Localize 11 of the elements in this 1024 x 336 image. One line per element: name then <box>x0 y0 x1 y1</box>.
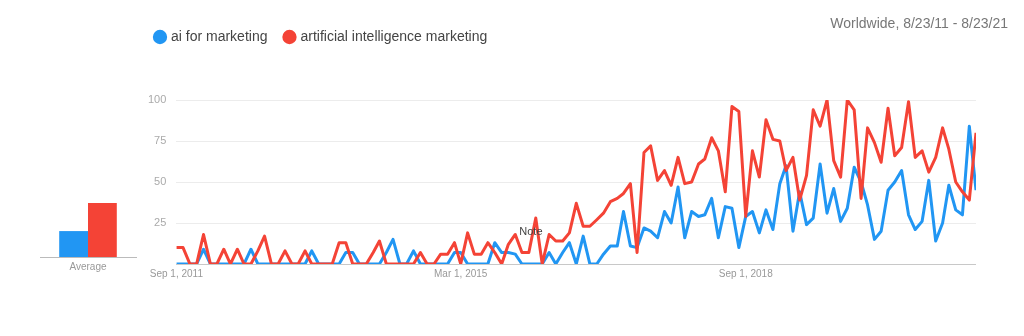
y-tick-label: 25 <box>154 216 167 229</box>
x-tick-label: Sep 1, 2011 <box>149 267 204 279</box>
legend-label: artificial intelligence marketing <box>300 27 488 44</box>
x-tick-label: Mar 1, 2015 <box>434 267 488 279</box>
x-tick-label: Sep 1, 2018 <box>718 267 774 279</box>
chart-subtitle: Worldwide, 8/23/11 - 8/23/21 <box>830 14 1009 31</box>
legend-label: ai for marketing <box>171 27 268 44</box>
y-tick-label: 50 <box>154 175 167 188</box>
y-tick-label: 75 <box>154 134 167 147</box>
x-tick-label: Average <box>69 260 107 272</box>
y-tick-label: 100 <box>147 93 167 106</box>
